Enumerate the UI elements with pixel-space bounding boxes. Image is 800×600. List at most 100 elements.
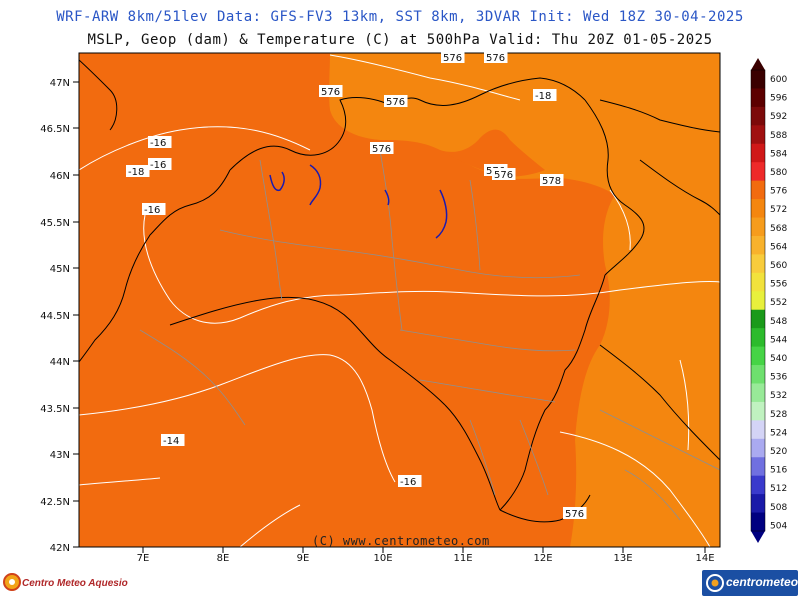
colorbar-label: 560 [770, 261, 787, 271]
colorbar-segment [751, 401, 765, 421]
colorbar-segment [751, 254, 765, 274]
colorbar-segment [751, 143, 765, 163]
lat-label: 43.5N [40, 404, 70, 415]
geopotential-label: 576 [321, 87, 340, 98]
contour-line [609, 189, 631, 251]
colorbar-label: 544 [770, 335, 787, 345]
colorbar-segment [751, 512, 765, 532]
colorbar-label: 552 [770, 298, 787, 308]
geopotential-label: 576 [565, 509, 584, 520]
geopotential-label: 576 [494, 170, 513, 181]
colorbar-segment [751, 383, 765, 403]
lon-label: 9E [297, 553, 310, 564]
chart-title-line1: WRF-ARW 8km/51lev Data: GFS-FV3 13km, SS… [56, 9, 744, 25]
temperature-label-bg [161, 434, 185, 446]
colorbar-segment [751, 217, 765, 237]
colorbar-label: 532 [770, 391, 787, 401]
contour-line [79, 126, 311, 171]
map-frame [78, 52, 721, 548]
colorbar-segment [751, 346, 765, 366]
geopotential-label-bg [484, 51, 508, 63]
lat-label: 46N [50, 171, 70, 182]
lat-label: 44N [50, 357, 70, 368]
regional-borders [139, 149, 720, 521]
field-area-inner [440, 129, 545, 177]
geopotential-label: 576 [386, 97, 405, 108]
region-line [469, 419, 496, 496]
region-line [379, 149, 403, 331]
colorbar-segment [751, 457, 765, 477]
lat-label: 43N [50, 450, 70, 461]
colorbar-label: 580 [770, 168, 787, 178]
colorbar-label: 592 [770, 112, 787, 122]
geopotential-label-bg [441, 51, 465, 63]
colorbar-frame [750, 69, 766, 532]
colorbar-segment [751, 125, 765, 145]
region-line [419, 379, 556, 403]
temperature-label: -16 [144, 205, 160, 216]
temperature-label-bg [142, 203, 166, 215]
temperature-label-bg [148, 158, 172, 170]
border-line [79, 169, 231, 363]
colorbar-segment [751, 106, 765, 126]
temperature-label: -14 [163, 436, 179, 447]
field-area-east [329, 53, 720, 547]
colorbar-segment [751, 291, 765, 311]
lon-label: 13E [613, 553, 632, 564]
lon-label: 14E [695, 553, 714, 564]
temperature-label: -16 [150, 160, 166, 171]
geopotential-label: 576 [372, 144, 391, 155]
contour-line [329, 54, 521, 101]
temperature-label-bg [148, 136, 172, 148]
colorbar-label: 568 [770, 224, 787, 234]
colorbar-label: 548 [770, 317, 787, 327]
colorbar-label: 540 [770, 354, 787, 364]
border-line [584, 99, 645, 276]
lake-iseo [384, 189, 390, 206]
colorbar-label: 556 [770, 280, 787, 290]
lon-label: 12E [533, 553, 552, 564]
colorbar-top-arrow [751, 58, 765, 70]
chart-title-line2: MSLP, Geop (dam) & Temperature (C) at 50… [87, 32, 713, 48]
map-field: (C) www.centrometeo.com [79, 53, 720, 547]
region-line [624, 469, 681, 521]
border-line [599, 99, 720, 133]
colorbar-segment [751, 309, 765, 329]
contour-line [559, 431, 711, 547]
contour-labels: 576576576576576576576578576-18-16-16-18-… [126, 51, 587, 520]
geopotential-label-bg [319, 85, 343, 97]
lon-label: 7E [137, 553, 150, 564]
colorbar-segment [751, 199, 765, 219]
colorbar-label: 520 [770, 447, 787, 457]
globe-logo-icon [706, 574, 724, 592]
logo-centrometeo: centrometeo [702, 570, 798, 596]
colorbar-segment [751, 438, 765, 458]
lat-label: 45.5N [40, 218, 70, 229]
logo-centro-meteo-aquesio: Centro Meteo Aquesio [2, 568, 128, 596]
region-line [139, 329, 246, 426]
contour-line [79, 354, 396, 483]
geopotential-label-bg [492, 168, 516, 180]
colorbar: 600 596 592 588 584 580 576 572 568 564 560 556 552 5… [750, 58, 787, 543]
colorbar-segment [751, 328, 765, 348]
colorbar-segment [751, 70, 765, 89]
colorbar-segment [751, 494, 765, 514]
colorbar-label: 536 [770, 373, 787, 383]
sun-logo-icon [3, 573, 21, 591]
coastline-east [599, 344, 720, 461]
coastline [499, 274, 606, 511]
temperature-label: -18 [535, 91, 551, 102]
contour-line [143, 214, 720, 324]
colorbar-segment [751, 272, 765, 292]
contour-line [79, 477, 161, 486]
colorbar-label: 524 [770, 428, 787, 438]
colorbar-segment [751, 180, 765, 200]
temperature-label-bg [533, 89, 557, 101]
geopotential-label: 578 [542, 176, 561, 187]
region-line [469, 179, 481, 271]
map-axes: 47N 46.5N 46N 45.5N 45N 44.5N 44N 43.5N 43N 42.5N… [40, 78, 714, 564]
lake-como [309, 164, 322, 206]
colorbar-segment [751, 88, 765, 108]
colorbar-label: 584 [770, 149, 787, 159]
